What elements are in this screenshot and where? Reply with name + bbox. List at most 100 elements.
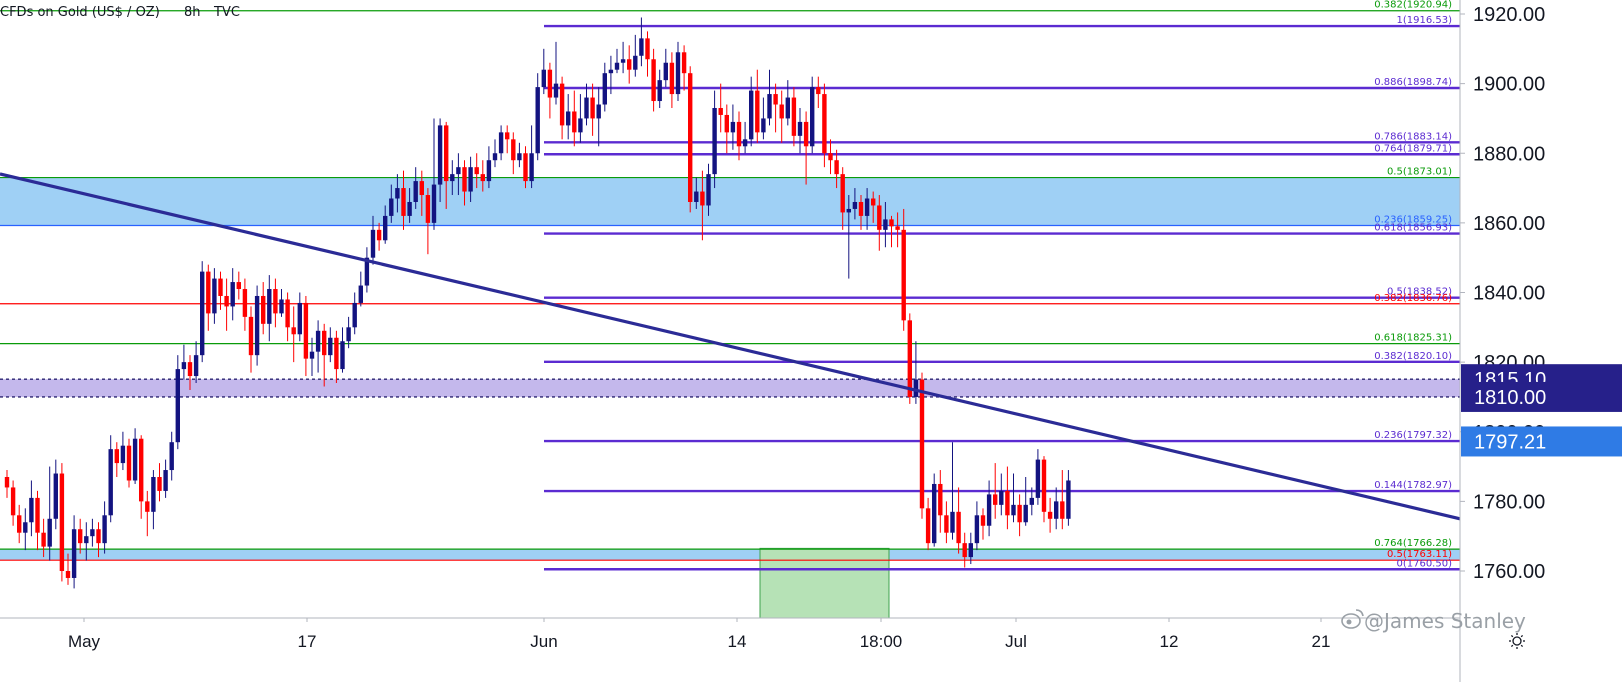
candle[interactable]: [1035, 459, 1041, 498]
candle[interactable]: [779, 104, 784, 119]
candle[interactable]: [297, 302, 302, 335]
candle[interactable]: [1017, 504, 1022, 523]
candle[interactable]: [96, 529, 101, 544]
price-badge-2[interactable]: [1461, 426, 1622, 457]
price-axis[interactable]: 1760.001780.001800.001820.001840.001860.…: [1460, 4, 1622, 583]
candle[interactable]: [389, 198, 394, 216]
candle[interactable]: [407, 201, 412, 216]
candle[interactable]: [846, 208, 851, 213]
candle[interactable]: [1023, 504, 1028, 523]
candle[interactable]: [108, 449, 113, 516]
candle[interactable]: [767, 94, 772, 119]
candle[interactable]: [901, 229, 906, 321]
candle[interactable]: [206, 271, 211, 314]
candle[interactable]: [267, 289, 272, 324]
candle[interactable]: [761, 118, 766, 133]
candle[interactable]: [816, 87, 821, 95]
candle[interactable]: [1005, 490, 1010, 516]
candle[interactable]: [529, 153, 534, 182]
candle[interactable]: [401, 188, 406, 216]
candle[interactable]: [505, 132, 510, 140]
candle[interactable]: [627, 59, 632, 70]
candle[interactable]: [803, 121, 809, 147]
candle[interactable]: [724, 114, 729, 133]
candle[interactable]: [309, 351, 315, 359]
candle[interactable]: [90, 529, 95, 537]
descending-trendline[interactable]: [0, 172, 1461, 521]
candle[interactable]: [157, 477, 162, 491]
candle[interactable]: [925, 508, 931, 544]
candle[interactable]: [444, 125, 449, 182]
candle[interactable]: [614, 62, 620, 70]
candle[interactable]: [1066, 480, 1071, 519]
candle[interactable]: [633, 55, 638, 70]
candle[interactable]: [218, 278, 223, 296]
candle[interactable]: [413, 181, 418, 202]
candle[interactable]: [675, 52, 681, 95]
candle[interactable]: [669, 62, 675, 95]
candle[interactable]: [35, 497, 40, 533]
candle[interactable]: [437, 125, 443, 185]
candle[interactable]: [151, 477, 156, 512]
trendline-layer[interactable]: [0, 172, 1461, 521]
candle[interactable]: [498, 132, 504, 154]
candle[interactable]: [950, 511, 955, 533]
candle[interactable]: [383, 215, 388, 241]
candle[interactable]: [773, 94, 778, 105]
candle[interactable]: [462, 167, 467, 192]
resistance-zone-purple[interactable]: [0, 379, 1460, 397]
candle[interactable]: [492, 153, 498, 161]
candle[interactable]: [236, 282, 241, 290]
candle[interactable]: [956, 511, 961, 544]
candle[interactable]: [370, 229, 376, 258]
candle[interactable]: [346, 327, 351, 342]
candle[interactable]: [602, 73, 607, 105]
candle[interactable]: [120, 445, 126, 464]
candle[interactable]: [1060, 501, 1065, 519]
sun-icon[interactable]: [1509, 633, 1525, 649]
candle[interactable]: [694, 191, 699, 202]
candle[interactable]: [163, 470, 168, 491]
candle[interactable]: [578, 118, 583, 133]
candle[interactable]: [895, 226, 900, 230]
candle[interactable]: [932, 483, 937, 544]
candle[interactable]: [78, 529, 83, 544]
candle[interactable]: [791, 97, 797, 136]
candle[interactable]: [718, 107, 723, 115]
candle[interactable]: [242, 289, 248, 317]
demand-zone-box[interactable]: [759, 547, 890, 619]
candle[interactable]: [41, 532, 46, 547]
price-axis-panel[interactable]: [1460, 0, 1622, 682]
candle[interactable]: [468, 167, 473, 192]
candle[interactable]: [877, 205, 882, 230]
candle[interactable]: [254, 295, 260, 356]
candle[interactable]: [17, 515, 22, 533]
candle[interactable]: [1011, 504, 1016, 516]
candle[interactable]: [224, 295, 229, 307]
candle[interactable]: [541, 69, 546, 88]
candle[interactable]: [749, 90, 754, 140]
candle[interactable]: [273, 289, 278, 314]
candle[interactable]: [200, 271, 205, 356]
candle[interactable]: [474, 167, 479, 175]
candle[interactable]: [1047, 511, 1053, 519]
candle[interactable]: [328, 337, 333, 356]
candle[interactable]: [840, 174, 845, 213]
candle[interactable]: [993, 494, 998, 505]
candle[interactable]: [535, 87, 540, 154]
candle[interactable]: [84, 536, 89, 544]
candle[interactable]: [419, 181, 424, 196]
candle[interactable]: [822, 94, 827, 154]
candle[interactable]: [376, 229, 382, 241]
candle[interactable]: [913, 379, 919, 397]
candle[interactable]: [71, 529, 77, 578]
candle[interactable]: [974, 515, 980, 544]
candle[interactable]: [608, 69, 614, 74]
candle[interactable]: [657, 80, 662, 102]
candle[interactable]: [261, 295, 266, 324]
candle[interactable]: [986, 494, 992, 526]
candle[interactable]: [303, 302, 309, 359]
candle[interactable]: [620, 59, 626, 63]
candle[interactable]: [364, 257, 370, 286]
candle[interactable]: [755, 90, 760, 133]
